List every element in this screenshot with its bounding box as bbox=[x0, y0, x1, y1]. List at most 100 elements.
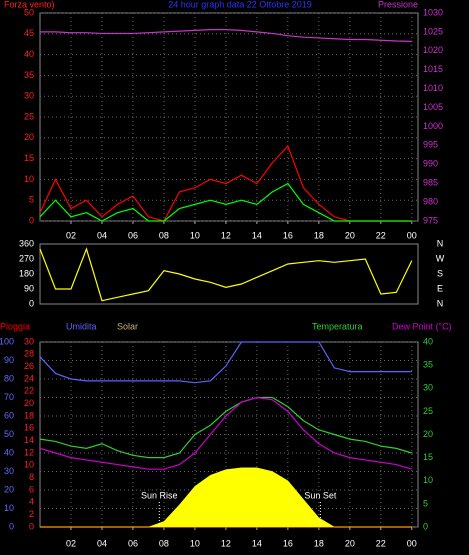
tick-label: N bbox=[437, 298, 444, 308]
x-tick-label: 02 bbox=[66, 538, 76, 548]
tick-label: 40 bbox=[423, 336, 433, 346]
series-line bbox=[39, 341, 412, 384]
tick-label: 40 bbox=[24, 49, 34, 59]
tick-label: 16 bbox=[24, 423, 34, 433]
x-tick-label: 08 bbox=[159, 538, 169, 548]
legend-label: Temperatura bbox=[312, 321, 363, 331]
series-area bbox=[40, 467, 412, 528]
tick-label: 70 bbox=[4, 392, 14, 402]
annotation: Sun Rise bbox=[141, 490, 178, 500]
tick-label: E bbox=[437, 283, 443, 293]
tick-label: 45 bbox=[24, 28, 34, 38]
tick-label: 2 bbox=[29, 509, 34, 519]
tick-label: 1020 bbox=[423, 45, 443, 55]
x-tick-label: 14 bbox=[252, 230, 262, 240]
tick-label: 30 bbox=[24, 91, 34, 101]
tick-label: 30 bbox=[24, 336, 34, 346]
tick-label: 1030 bbox=[423, 7, 443, 17]
tick-label: 26 bbox=[24, 361, 34, 371]
tick-label: 15 bbox=[24, 153, 34, 163]
y-axis-label: Forza vento) bbox=[4, 0, 55, 9]
tick-label: 985 bbox=[423, 178, 438, 188]
tick-label: 6 bbox=[29, 484, 34, 494]
tick-label: S bbox=[437, 268, 443, 278]
tick-label: 24 bbox=[24, 373, 34, 383]
tick-label: 0 bbox=[29, 215, 34, 225]
legend-label: Solar bbox=[117, 321, 138, 331]
series-line bbox=[39, 396, 412, 459]
x-tick-label: 10 bbox=[190, 538, 200, 548]
tick-label: 40 bbox=[4, 447, 14, 457]
tick-label: 80 bbox=[4, 373, 14, 383]
x-tick-label: 12 bbox=[221, 538, 231, 548]
x-tick-label: 22 bbox=[376, 230, 386, 240]
tick-label: W bbox=[436, 253, 445, 263]
x-tick-label: 06 bbox=[128, 230, 138, 240]
x-tick-label: 12 bbox=[221, 230, 231, 240]
tick-label: 20 bbox=[24, 398, 34, 408]
x-tick-label: 06 bbox=[128, 538, 138, 548]
tick-label: 180 bbox=[19, 268, 34, 278]
legend-label: Pioggia bbox=[0, 321, 30, 331]
tick-label: 12 bbox=[24, 447, 34, 457]
tick-label: 1000 bbox=[423, 121, 443, 131]
tick-label: 980 bbox=[423, 196, 438, 206]
tick-label: 100 bbox=[0, 336, 14, 346]
tick-label: 995 bbox=[423, 140, 438, 150]
tick-label: 1015 bbox=[423, 64, 443, 74]
tick-label: 270 bbox=[19, 253, 34, 263]
x-tick-label: 20 bbox=[345, 538, 355, 548]
tick-label: 18 bbox=[24, 410, 34, 420]
tick-label: 8 bbox=[29, 472, 34, 482]
tick-label: 60 bbox=[4, 410, 14, 420]
x-tick-label: 18 bbox=[314, 230, 324, 240]
tick-label: 10 bbox=[423, 475, 433, 485]
chart-title: 24 hour graph data 22 Ottobre 2019 bbox=[168, 0, 312, 9]
tick-label: 28 bbox=[24, 349, 34, 359]
x-tick-label: 16 bbox=[283, 230, 293, 240]
tick-label: 0 bbox=[29, 298, 34, 308]
tick-label: 5 bbox=[423, 498, 428, 508]
x-tick-label: 20 bbox=[345, 230, 355, 240]
tick-label: 975 bbox=[423, 215, 438, 225]
tick-label: 10 bbox=[24, 460, 34, 470]
tick-label: 90 bbox=[4, 355, 14, 365]
tick-label: 25 bbox=[24, 111, 34, 121]
tick-label: 22 bbox=[24, 386, 34, 396]
y2-axis-label: Pressione bbox=[378, 0, 418, 9]
tick-label: 1025 bbox=[423, 26, 443, 36]
tick-label: 5 bbox=[29, 195, 34, 205]
legend-label: Umidita bbox=[66, 321, 97, 331]
tick-label: 0 bbox=[29, 521, 34, 531]
x-tick-label: 16 bbox=[283, 538, 293, 548]
x-tick-label: 00 bbox=[407, 538, 417, 548]
tick-label: 0 bbox=[9, 521, 14, 531]
x-tick-label: 10 bbox=[190, 230, 200, 240]
tick-label: 4 bbox=[29, 497, 34, 507]
tick-label: 20 bbox=[4, 484, 14, 494]
x-tick-label: 00 bbox=[407, 230, 417, 240]
x-tick-label: 04 bbox=[97, 230, 107, 240]
tick-label: 30 bbox=[4, 466, 14, 476]
tick-label: 35 bbox=[423, 360, 433, 370]
x-tick-label: 08 bbox=[159, 230, 169, 240]
tick-label: 10 bbox=[4, 503, 14, 513]
tick-label: 360 bbox=[19, 238, 34, 248]
series-line bbox=[39, 396, 412, 470]
series-line bbox=[39, 182, 412, 222]
x-tick-label: 02 bbox=[66, 230, 76, 240]
tick-label: 25 bbox=[423, 406, 433, 416]
tick-label: 20 bbox=[24, 132, 34, 142]
tick-label: 50 bbox=[4, 429, 14, 439]
tick-label: 0 bbox=[423, 521, 428, 531]
x-tick-label: 18 bbox=[314, 538, 324, 548]
tick-label: 14 bbox=[24, 435, 34, 445]
series-line bbox=[40, 29, 412, 42]
tick-label: 30 bbox=[423, 383, 433, 393]
tick-label: 90 bbox=[24, 283, 34, 293]
tick-label: 1010 bbox=[423, 83, 443, 93]
tick-label: 50 bbox=[24, 7, 34, 17]
x-tick-label: 14 bbox=[252, 538, 262, 548]
